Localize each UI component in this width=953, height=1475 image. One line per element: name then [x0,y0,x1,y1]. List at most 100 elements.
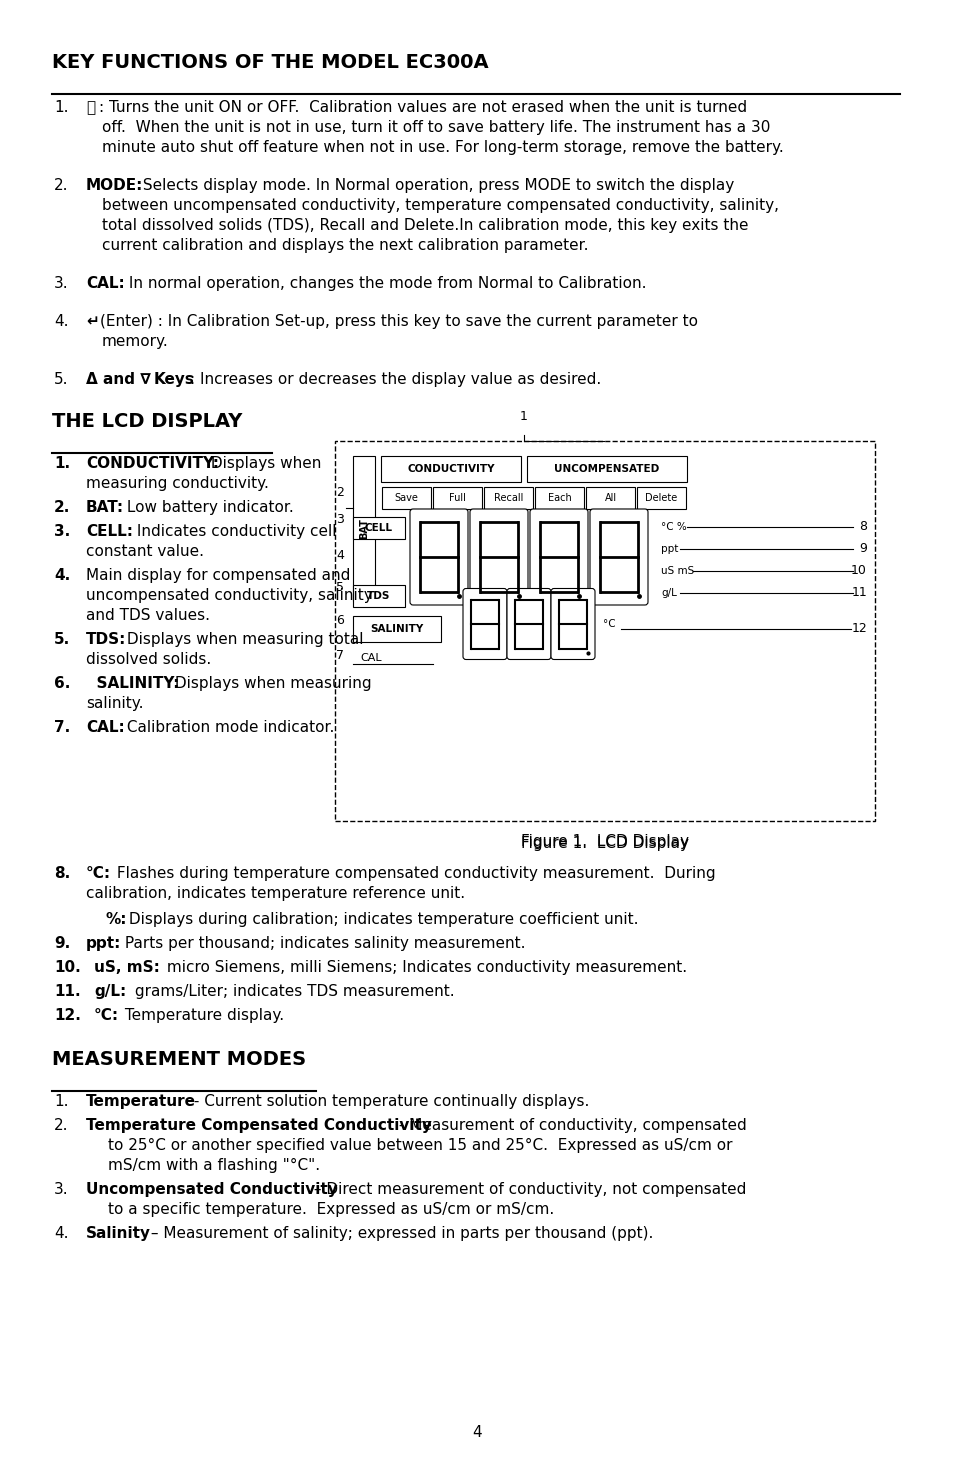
Text: 6.: 6. [54,676,71,690]
Text: Figure 1.  LCD Display: Figure 1. LCD Display [520,836,688,851]
FancyBboxPatch shape [410,509,468,605]
Text: BAT:: BAT: [86,500,124,515]
Text: TDS: TDS [367,591,391,600]
Text: 5: 5 [335,581,344,594]
Text: 7: 7 [335,649,344,662]
Text: to a specific temperature.  Expressed as uS/cm or mS/cm.: to a specific temperature. Expressed as … [108,1202,554,1217]
Bar [353,586,405,608]
Text: 1.: 1. [54,1094,69,1109]
Text: constant value.: constant value. [86,544,204,559]
Text: (Enter) : In Calibration Set-up, press this key to save the current parameter to: (Enter) : In Calibration Set-up, press t… [100,314,698,329]
Text: 3.: 3. [54,276,69,291]
Text: Low battery indicator.: Low battery indicator. [122,500,294,515]
Text: 12.: 12. [54,1007,81,1024]
Text: 1: 1 [519,410,527,423]
Text: ppt:: ppt: [86,937,121,951]
FancyBboxPatch shape [506,589,551,659]
Bar [353,518,405,538]
Bar [483,487,533,509]
Text: CAL:: CAL: [86,720,125,735]
Text: MODE:: MODE: [86,178,143,193]
Text: 9.: 9. [54,937,71,951]
Text: Full: Full [449,493,465,503]
Text: SALINITY:: SALINITY: [86,676,179,690]
Text: 8: 8 [858,521,866,534]
Text: salinity.: salinity. [86,696,143,711]
Text: Temperature display.: Temperature display. [120,1007,284,1024]
FancyBboxPatch shape [551,589,595,659]
Text: - Current solution temperature continually displays.: - Current solution temperature continual… [189,1094,589,1109]
FancyBboxPatch shape [589,509,647,605]
Text: 10.: 10. [54,960,81,975]
Text: 9: 9 [859,543,866,556]
Text: Delete: Delete [644,493,677,503]
FancyBboxPatch shape [470,509,527,605]
Bar [353,617,440,642]
Text: g/L:: g/L: [94,984,126,999]
Text: 3: 3 [335,513,344,527]
Bar [637,487,685,509]
Text: and TDS values.: and TDS values. [86,608,210,622]
Text: CELL:: CELL: [86,524,132,538]
Text: CAL: CAL [360,653,381,662]
Text: minute auto shut off feature when not in use. For long-term storage, remove the : minute auto shut off feature when not in… [102,140,783,155]
Text: CAL:: CAL: [86,276,125,291]
Text: 4: 4 [472,1425,481,1440]
Text: between uncompensated conductivity, temperature compensated conductivity, salini: between uncompensated conductivity, temp… [102,198,779,212]
Text: 5.: 5. [54,372,69,386]
Text: Temperature Compensated Conductivity: Temperature Compensated Conductivity [86,1118,432,1133]
Text: Displays during calibration; indicates temperature coefficient unit.: Displays during calibration; indicates t… [124,912,638,926]
Text: 12: 12 [850,622,866,636]
Text: 2: 2 [335,487,344,500]
FancyBboxPatch shape [530,509,587,605]
Text: °C:: °C: [86,866,111,881]
Text: Save: Save [395,493,418,503]
Text: %:: %: [106,912,128,926]
Bar [353,456,375,600]
Text: CONDUCTIVITY:: CONDUCTIVITY: [86,456,219,471]
Text: 2.: 2. [54,500,71,515]
Text: off.  When the unit is not in use, turn it off to save battery life. The instrum: off. When the unit is not in use, turn i… [102,119,770,136]
Text: 4.: 4. [54,568,71,583]
Text: Each: Each [547,493,571,503]
Text: measuring conductivity.: measuring conductivity. [86,476,269,491]
Text: 2.: 2. [54,178,69,193]
Text: ppt: ppt [660,544,678,555]
Text: Displays when measuring total: Displays when measuring total [122,631,363,648]
Text: Displays when: Displays when [206,456,321,471]
Text: 3.: 3. [54,524,71,538]
Text: uS mS: uS mS [660,566,694,577]
Text: Main display for compensated and: Main display for compensated and [86,568,350,583]
Text: SALINITY: SALINITY [370,624,423,634]
Text: All: All [604,493,616,503]
Bar [585,487,635,509]
Text: °C %: °C % [660,522,686,532]
Text: 2.: 2. [54,1118,69,1133]
Text: CONDUCTIVITY: CONDUCTIVITY [407,465,495,473]
Text: Uncompensated Conductivity: Uncompensated Conductivity [86,1181,337,1198]
Bar [380,456,520,482]
Text: g/L: g/L [660,589,677,597]
Text: MEASUREMENT MODES: MEASUREMENT MODES [52,1050,306,1069]
Text: °C:: °C: [94,1007,119,1024]
Bar [526,456,686,482]
Text: 8.: 8. [54,866,71,881]
Text: ↵: ↵ [86,314,99,329]
Text: THE LCD DISPLAY: THE LCD DISPLAY [52,412,242,431]
Text: 7.: 7. [54,720,71,735]
Text: Salinity: Salinity [86,1226,151,1240]
Text: : Turns the unit ON or OFF.  Calibration values are not erased when the unit is : : Turns the unit ON or OFF. Calibration … [99,100,746,115]
Text: 5.: 5. [54,631,71,648]
Text: 10: 10 [850,565,866,578]
Text: – Measurement of salinity; expressed in parts per thousand (ppt).: – Measurement of salinity; expressed in … [146,1226,653,1240]
Text: KEY FUNCTIONS OF THE MODEL EC300A: KEY FUNCTIONS OF THE MODEL EC300A [52,53,488,72]
Bar [433,487,481,509]
Text: uncompensated conductivity, salinity: uncompensated conductivity, salinity [86,589,373,603]
Bar [335,441,874,822]
Text: In normal operation, changes the mode from Normal to Calibration.: In normal operation, changes the mode fr… [124,276,646,291]
FancyBboxPatch shape [462,589,506,659]
Text: 11: 11 [850,587,866,599]
Bar [381,487,431,509]
Text: – Direct measurement of conductivity, not compensated: – Direct measurement of conductivity, no… [309,1181,745,1198]
Text: 1.: 1. [54,100,69,115]
